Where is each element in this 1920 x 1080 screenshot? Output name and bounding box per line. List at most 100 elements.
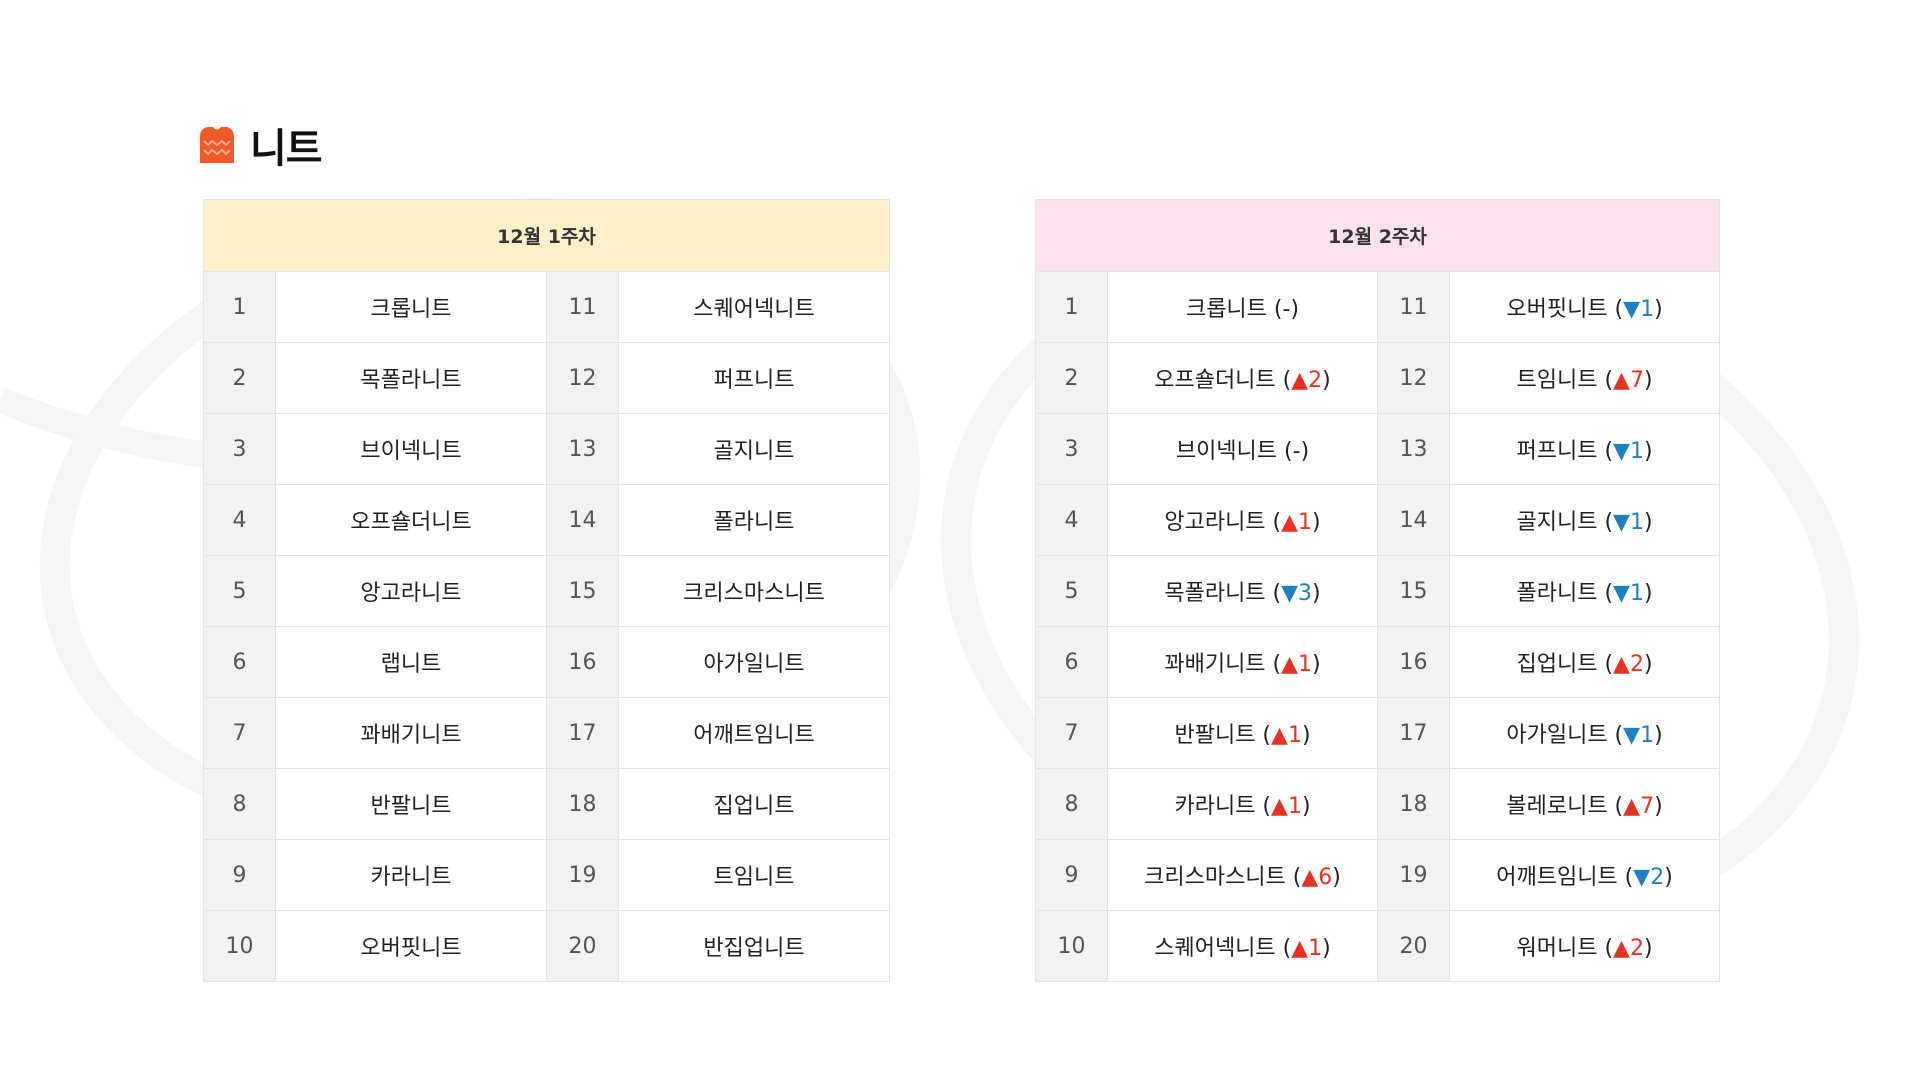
item-cell: 오버핏니트 (▼1): [1448, 271, 1721, 343]
rank-change: (▲1): [1265, 652, 1321, 677]
rank-change: (▲7): [1607, 794, 1663, 819]
rank-number: 12: [1377, 342, 1450, 414]
rank-change: (▼2): [1617, 865, 1673, 890]
item-name: 아가일니트: [1506, 723, 1608, 748]
table-row: 1 크롭니트 (-) 11 오버핏니트 (▼1): [1035, 271, 1721, 343]
rank-change-value: 1: [1308, 936, 1323, 961]
item-cell: 퍼프니트: [617, 342, 891, 414]
table-row: 9 크리스마스니트 (▲6) 19 어깨트임니트 (▼2): [1035, 839, 1721, 911]
table-row: 4 앙고라니트 (▲1) 14 골지니트 (▼1): [1035, 484, 1721, 556]
rank-number: 18: [1377, 768, 1450, 840]
rank-number: 20: [1377, 910, 1450, 982]
item-name: 볼레로니트: [1506, 794, 1608, 819]
rank-change: (▲1): [1275, 936, 1331, 961]
rank-number: 8: [203, 768, 276, 840]
rank-change: (▲1): [1255, 794, 1311, 819]
item-cell: 아가일니트 (▼1): [1448, 697, 1721, 769]
table-row: 2 오프숄더니트 (▲2) 12 트임니트 (▲7): [1035, 342, 1721, 414]
triangle-up-icon: ▲: [1613, 652, 1630, 677]
triangle-down-icon: ▼: [1613, 581, 1630, 606]
item-cell: 크리스마스니트 (▲6): [1107, 839, 1378, 911]
rank-number: 8: [1035, 768, 1108, 840]
table-row: 10 스퀘어넥니트 (▲1) 20 워머니트 (▲2): [1035, 910, 1721, 982]
item-name: 꽈배기니트: [1164, 652, 1266, 677]
item-name: 폴라니트: [1516, 581, 1598, 606]
rank-change-value: 2: [1629, 936, 1644, 961]
item-name: 오프숄더니트: [1154, 368, 1276, 393]
item-cell: 워머니트 (▲2): [1448, 910, 1721, 982]
rank-change-value: 1: [1629, 439, 1644, 464]
item-name: 골지니트: [713, 439, 795, 464]
table-row: 6 꽈배기니트 (▲1) 16 집업니트 (▲2): [1035, 626, 1721, 698]
triangle-down-icon: ▼: [1281, 581, 1299, 606]
rank-number: 1: [203, 271, 276, 343]
item-cell: 아가일니트: [617, 626, 891, 698]
item-cell: 집업니트: [617, 768, 891, 840]
triangle-down-icon: ▼: [1613, 510, 1630, 535]
item-name: 집업니트: [1516, 652, 1598, 677]
week2-header: 12월 2주차: [1034, 199, 1721, 272]
sweater-icon: [200, 127, 234, 163]
table-row: 1 크롭니트 11 스퀘어넥니트: [203, 271, 891, 343]
item-name: 앙고라니트: [360, 581, 462, 606]
rank-change-value: 6: [1318, 865, 1333, 890]
triangle-up-icon: ▲: [1291, 368, 1309, 393]
rank-number: 3: [1035, 413, 1108, 485]
rank-number: 4: [203, 484, 276, 556]
rank-change: (▼1): [1597, 439, 1653, 464]
rank-change: (▼1): [1607, 723, 1663, 748]
table-row: 5 목폴라니트 (▼3) 15 폴라니트 (▼1): [1035, 555, 1721, 627]
rank-change-value: 2: [1629, 652, 1644, 677]
item-name: 브이넥니트: [360, 439, 462, 464]
page-title: 니트: [250, 126, 323, 172]
triangle-up-icon: ▲: [1281, 510, 1299, 535]
rank-change: (-): [1266, 297, 1300, 322]
table-row: 2 목폴라니트 12 퍼프니트: [203, 342, 891, 414]
triangle-down-icon: ▼: [1623, 723, 1641, 748]
item-cell: 스퀘어넥니트: [617, 271, 891, 343]
rank-number: 10: [203, 910, 276, 982]
rank-number: 13: [1377, 413, 1450, 485]
table-row: 4 오프숄더니트 14 폴라니트: [203, 484, 891, 556]
item-cell: 크롭니트: [275, 271, 547, 343]
rank-number: 11: [546, 271, 619, 343]
item-cell: 앙고라니트 (▲1): [1107, 484, 1378, 556]
rank-change-value: 2: [1650, 865, 1665, 890]
week1-header: 12월 1주차: [202, 199, 891, 272]
item-cell: 반집업니트: [617, 910, 891, 982]
rank-number: 6: [203, 626, 276, 698]
rank-number: 18: [546, 768, 619, 840]
item-name: 카라니트: [370, 865, 452, 890]
item-cell: 랩니트: [275, 626, 547, 698]
rank-change-value: -: [1292, 439, 1301, 464]
item-cell: 카라니트 (▲1): [1107, 768, 1378, 840]
table-row: 7 반팔니트 (▲1) 17 아가일니트 (▼1): [1035, 697, 1721, 769]
item-cell: 목폴라니트 (▼3): [1107, 555, 1378, 627]
item-name: 어깨트임니트: [693, 723, 815, 748]
rank-number: 15: [1377, 555, 1450, 627]
rank-change: (▲2): [1597, 936, 1653, 961]
rank-number: 1: [1035, 271, 1108, 343]
rank-number: 20: [546, 910, 619, 982]
rank-number: 16: [1377, 626, 1450, 698]
item-name: 퍼프니트: [1516, 439, 1598, 464]
rank-number: 12: [546, 342, 619, 414]
item-cell: 골지니트 (▼1): [1448, 484, 1721, 556]
rank-number: 14: [1377, 484, 1450, 556]
item-cell: 꽈배기니트: [275, 697, 547, 769]
rank-change: (▲1): [1255, 723, 1311, 748]
item-name: 집업니트: [713, 794, 795, 819]
item-cell: 골지니트: [617, 413, 891, 485]
rank-number: 13: [546, 413, 619, 485]
table-row: 9 카라니트 19 트임니트: [203, 839, 891, 911]
item-name: 브이넥니트: [1175, 439, 1278, 464]
item-name: 크리스마스니트: [683, 581, 825, 606]
table-row: 8 카라니트 (▲1) 18 볼레로니트 (▲7): [1035, 768, 1721, 840]
table-row: 7 꽈배기니트 17 어깨트임니트: [203, 697, 891, 769]
triangle-up-icon: ▲: [1623, 794, 1641, 819]
triangle-up-icon: ▲: [1613, 936, 1630, 961]
rank-change-value: 7: [1640, 794, 1655, 819]
rank-number: 5: [1035, 555, 1108, 627]
rank-number: 19: [546, 839, 619, 911]
rank-number: 9: [1035, 839, 1108, 911]
